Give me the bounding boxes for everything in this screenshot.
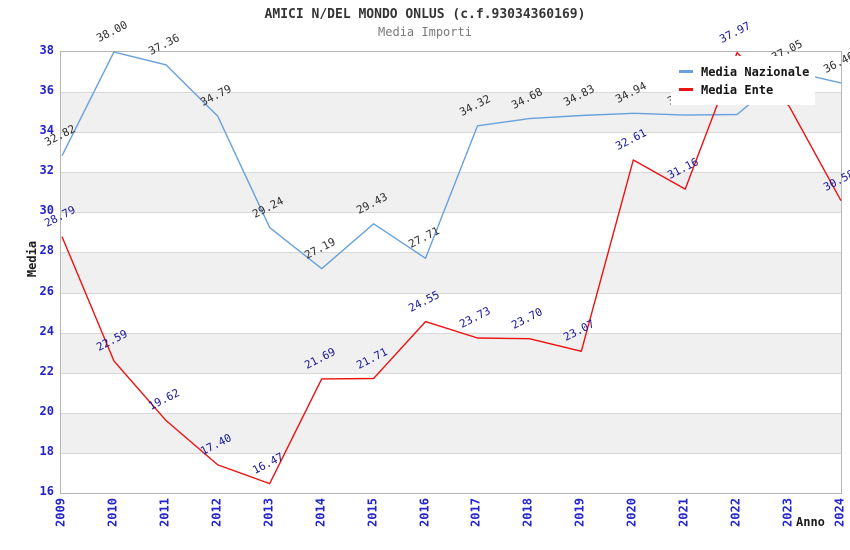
- x-tick: 2011: [157, 498, 172, 527]
- y-tick: 38: [39, 43, 54, 57]
- gridline: [61, 332, 841, 334]
- y-tick: 36: [39, 83, 54, 98]
- y-tick: 26: [39, 283, 54, 298]
- legend-label-nazionale: Media Nazionale: [701, 64, 810, 79]
- chart-title: AMICI N/DEL MONDO ONLUS (c.f.93034360169…: [264, 7, 586, 22]
- x-tick: 2018: [520, 498, 535, 527]
- x-tick: 2017: [468, 498, 483, 527]
- line-chart: [61, 51, 842, 485]
- y-tick: 18: [39, 443, 54, 458]
- plot-band: [61, 252, 841, 293]
- x-tick: 2009: [53, 498, 68, 527]
- y-tick: 32: [39, 163, 54, 178]
- gridline: [61, 452, 841, 454]
- y-tick: 28: [39, 243, 54, 258]
- y-tick: 30: [39, 203, 54, 218]
- legend-item-media-ente: Media Ente: [679, 81, 815, 98]
- x-tick: 2013: [261, 498, 276, 527]
- legend-label-ente: Media Ente: [701, 82, 774, 97]
- gridline: [61, 372, 841, 374]
- gridline: [61, 292, 841, 294]
- plot-band: [61, 412, 841, 453]
- legend-swatch-ente-icon: [679, 88, 693, 91]
- gridline: [61, 172, 841, 174]
- gridline: [61, 132, 841, 134]
- x-tick: 2019: [572, 498, 587, 527]
- series-line-media-ente: [61, 51, 842, 485]
- gridline: [61, 212, 841, 214]
- series-line-media-nazionale: [61, 51, 842, 270]
- plot-band: [61, 332, 841, 373]
- legend-swatch-nazionale-icon: [679, 70, 693, 73]
- y-tick: 20: [39, 403, 54, 418]
- x-tick: 2010: [105, 498, 120, 527]
- chart-subtitle: Media Importi: [378, 25, 472, 39]
- gridline: [61, 92, 841, 94]
- x-tick: 2015: [365, 498, 380, 527]
- chart-plot-area: 32.82 38.00 37.36 34.79 29.24 27.19 29.43 27.71…: [42, 18, 850, 494]
- x-tick: 2023: [780, 498, 795, 527]
- x-tick: 2022: [728, 498, 743, 527]
- y-tick: 34: [39, 123, 54, 138]
- x-tick: 2014: [313, 498, 328, 527]
- legend: Media Nazionale Media Ente: [671, 56, 815, 105]
- gridline: [61, 252, 841, 254]
- x-tick: 2021: [676, 498, 691, 527]
- x-axis-label: Anno: [796, 515, 825, 529]
- x-tick: 2016: [417, 498, 432, 527]
- x-tick: 2012: [209, 498, 224, 527]
- x-tick: 2024: [832, 498, 847, 527]
- legend-item-media-nazionale: Media Nazionale: [679, 63, 815, 80]
- x-tick: 2020: [624, 498, 639, 527]
- y-tick: 16: [39, 484, 54, 498]
- y-axis-label: Media: [25, 240, 39, 278]
- gridline: [61, 412, 841, 414]
- y-tick: 22: [39, 363, 54, 378]
- y-tick: 24: [39, 323, 54, 338]
